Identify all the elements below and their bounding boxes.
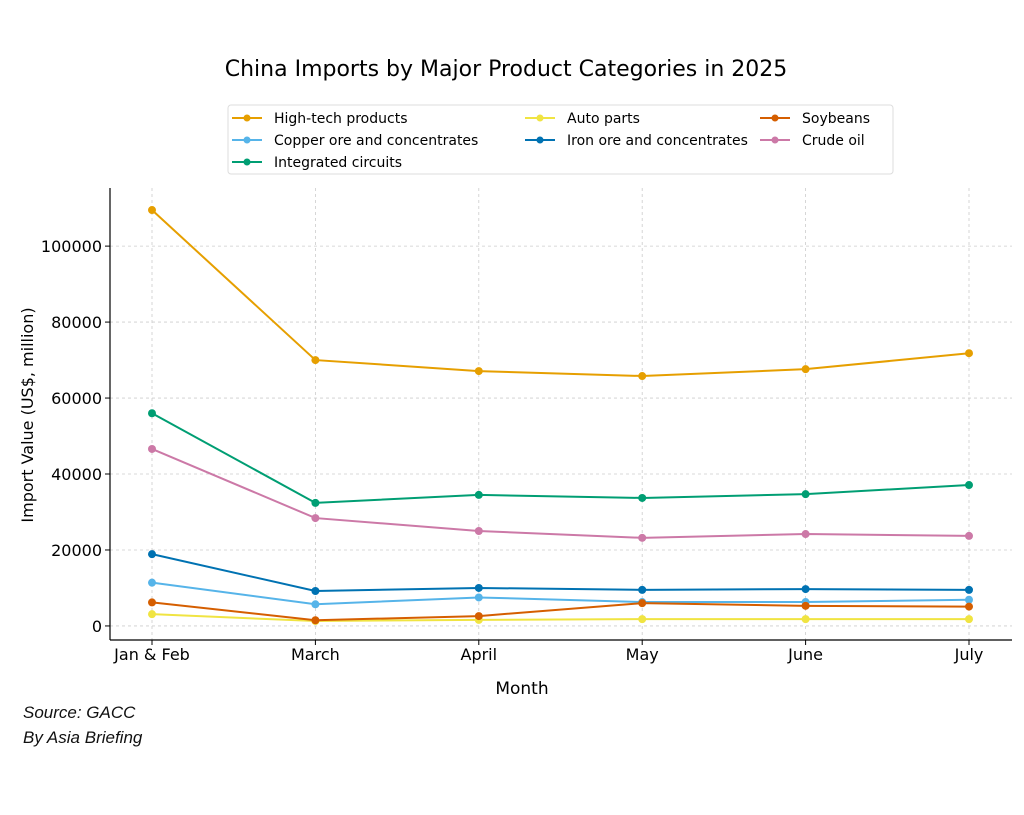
data-point bbox=[311, 600, 320, 609]
data-point bbox=[474, 490, 483, 499]
series-line bbox=[151, 601, 970, 622]
legend-item: Integrated circuits bbox=[232, 155, 402, 171]
data-point bbox=[474, 593, 483, 602]
series-integrated-circuits bbox=[148, 409, 973, 507]
legend-box bbox=[227, 104, 894, 175]
legend-item: Copper ore and concentrates bbox=[232, 133, 478, 149]
data-point bbox=[148, 444, 156, 453]
data-point bbox=[638, 615, 647, 624]
legend-label: Integrated circuits bbox=[274, 155, 402, 171]
data-point bbox=[474, 367, 483, 376]
data-point bbox=[311, 514, 320, 523]
x-tick-label: Jan & Feb bbox=[113, 645, 190, 664]
data-point bbox=[801, 585, 810, 594]
data-point bbox=[801, 530, 810, 539]
series-line bbox=[151, 613, 969, 623]
legend-label: High-tech products bbox=[274, 111, 408, 127]
data-point bbox=[638, 493, 647, 502]
data-point bbox=[148, 598, 156, 607]
legend-item: Crude oil bbox=[760, 133, 865, 149]
legend-marker bbox=[771, 136, 779, 144]
legend-item: Auto parts bbox=[525, 111, 640, 127]
data-point bbox=[801, 615, 810, 624]
credit-note: By Asia Briefing bbox=[23, 728, 143, 747]
series-line bbox=[151, 209, 970, 378]
legend-marker bbox=[536, 136, 544, 144]
data-point bbox=[474, 526, 483, 535]
x-tick-label: May bbox=[626, 645, 659, 664]
x-tick-label: June bbox=[787, 645, 823, 664]
data-point bbox=[148, 409, 156, 418]
data-point bbox=[965, 602, 973, 611]
series-high-tech-products bbox=[148, 206, 973, 381]
legend-marker bbox=[771, 114, 779, 122]
legend-marker bbox=[243, 158, 251, 166]
series-line bbox=[151, 581, 970, 606]
data-point bbox=[148, 550, 156, 559]
series-copper-ore-and-concentrates bbox=[148, 578, 973, 609]
data-point bbox=[311, 587, 320, 596]
y-tick-label: 60000 bbox=[51, 389, 102, 408]
legend-label: Copper ore and concentrates bbox=[274, 133, 478, 149]
series-soybeans bbox=[148, 598, 973, 625]
data-point bbox=[965, 595, 973, 604]
data-point bbox=[148, 578, 156, 587]
series-iron-ore-and-concentrates bbox=[148, 550, 973, 596]
legend-item: High-tech products bbox=[232, 111, 408, 127]
data-point bbox=[965, 585, 973, 594]
chart-title: China Imports by Major Product Categorie… bbox=[225, 57, 788, 82]
legend-marker bbox=[536, 114, 544, 122]
legend-label: Auto parts bbox=[567, 111, 640, 127]
series-auto-parts bbox=[148, 610, 973, 626]
y-tick-label: 100000 bbox=[41, 237, 102, 256]
x-tick-label: April bbox=[461, 645, 498, 664]
y-tick-label: 0 bbox=[92, 617, 102, 636]
data-point bbox=[965, 349, 973, 358]
data-point bbox=[474, 612, 483, 621]
data-point bbox=[311, 498, 320, 507]
data-point bbox=[148, 610, 156, 619]
y-tick-label: 40000 bbox=[51, 465, 102, 484]
data-point bbox=[638, 372, 647, 381]
data-point bbox=[474, 583, 483, 592]
data-point bbox=[638, 599, 647, 608]
series-crude-oil bbox=[148, 444, 973, 542]
legend-label: Crude oil bbox=[802, 133, 865, 149]
data-point bbox=[148, 206, 156, 215]
source-note: Source: GACC bbox=[23, 703, 136, 722]
data-point bbox=[801, 490, 810, 499]
legend: High-tech products Copper ore and concent… bbox=[227, 104, 894, 175]
y-axis-label: Import Value (US$, million) bbox=[18, 307, 37, 522]
data-point bbox=[965, 481, 973, 490]
y-tick-label: 20000 bbox=[51, 541, 102, 560]
series-line bbox=[151, 448, 970, 539]
legend-marker bbox=[243, 114, 251, 122]
legend-item: Soybeans bbox=[760, 111, 870, 127]
legend-label: Iron ore and concentrates bbox=[567, 133, 748, 149]
series-line bbox=[151, 553, 970, 593]
data-point bbox=[801, 601, 810, 610]
data-point bbox=[311, 356, 320, 365]
data-point bbox=[638, 533, 647, 542]
legend-marker bbox=[243, 136, 251, 144]
y-tick-label: 80000 bbox=[51, 313, 102, 332]
data-point bbox=[965, 615, 973, 624]
x-tick-label: July bbox=[954, 645, 984, 664]
x-tick-label: March bbox=[291, 645, 340, 664]
data-point bbox=[638, 585, 647, 594]
data-point bbox=[965, 531, 973, 540]
data-point bbox=[311, 616, 320, 625]
series-line bbox=[151, 412, 970, 504]
x-axis-label: Month bbox=[495, 679, 548, 699]
legend-label: Soybeans bbox=[802, 111, 870, 127]
legend-item: Iron ore and concentrates bbox=[525, 133, 748, 149]
data-point bbox=[801, 365, 810, 374]
